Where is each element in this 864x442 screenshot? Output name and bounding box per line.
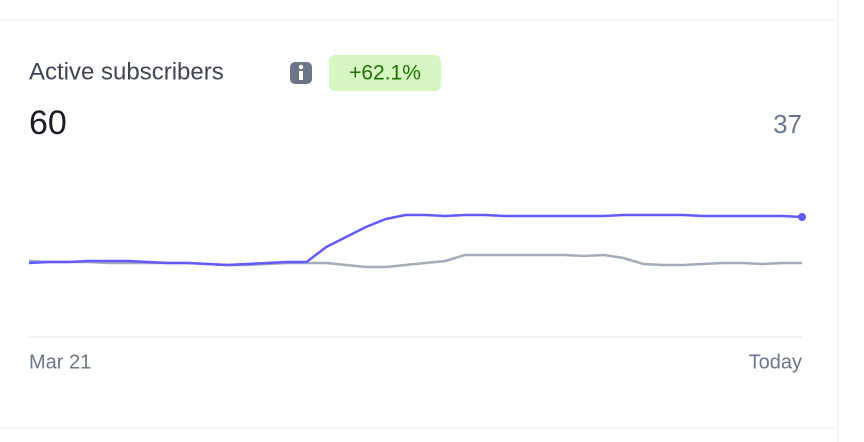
info-icon[interactable] [290,62,312,84]
series-line [28,213,803,267]
badge-bg [329,55,441,91]
end-dot [798,213,806,221]
x-end-label: Today [749,351,802,373]
x-start-label: Mar 21 [29,351,91,373]
current-value: 60 [29,104,67,142]
change-badge: +62.1% [349,62,421,85]
card-title: Active subscribers [29,58,224,85]
comparison-value: 37 [773,109,802,139]
